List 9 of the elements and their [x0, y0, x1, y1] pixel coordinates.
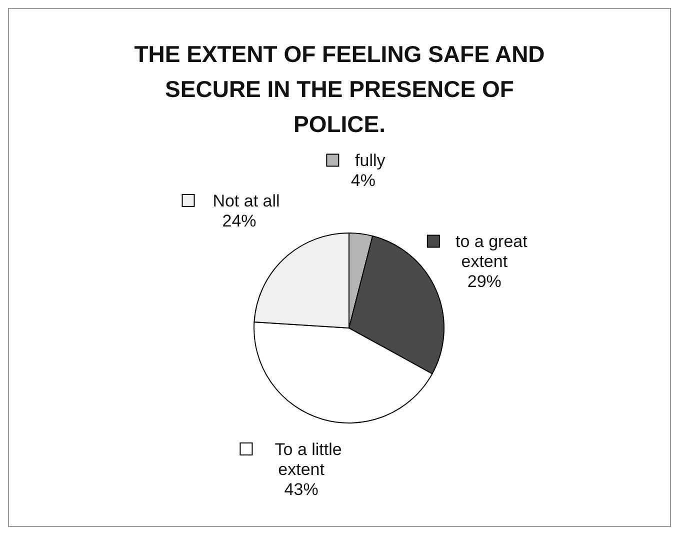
data-label: 43%: [284, 480, 318, 499]
legend-label: To a little extent: [274, 440, 342, 479]
data-label: 4%: [350, 171, 376, 190]
legend-label: Not at all: [212, 191, 280, 210]
data-label: 24%: [222, 211, 256, 230]
legend-label: fully: [355, 151, 386, 170]
data-label: 29%: [467, 272, 502, 292]
chart-title: THE EXTENT OF FEELING SAFE AND SECURE IN THE PRESENCE OF POLICE.: [133, 40, 546, 139]
legend-label: to a great extent: [456, 232, 528, 272]
